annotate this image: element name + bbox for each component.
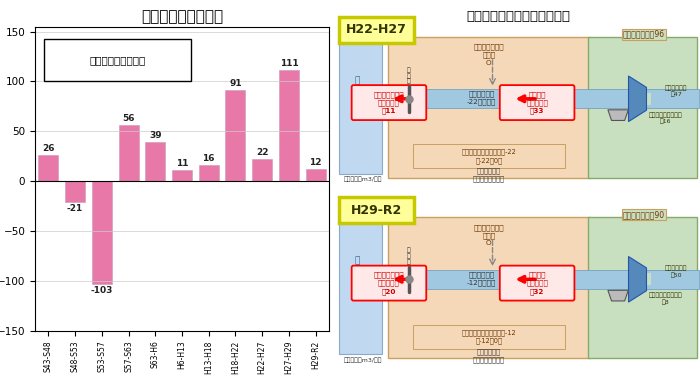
Title: 河道内の堆積土砂量: 河道内の堆積土砂量	[141, 9, 223, 24]
Text: 砂防・治山ダム捕捉
－8: 砂防・治山ダム捕捉 －8	[648, 293, 682, 305]
FancyBboxPatch shape	[377, 270, 699, 289]
Text: 杉島堰下流への
流下土砂量
＋20: 杉島堰下流への 流下土砂量 ＋20	[374, 271, 405, 295]
FancyBboxPatch shape	[413, 325, 565, 349]
Text: （河道区間：
杉島堰～上流端）: （河道区間： 杉島堰～上流端）	[473, 348, 505, 363]
Polygon shape	[629, 76, 647, 122]
Text: 杉
島
堰: 杉 島 堰	[407, 248, 411, 264]
Text: -21: -21	[67, 204, 83, 213]
Text: 11: 11	[176, 159, 188, 168]
Text: 22: 22	[256, 148, 268, 157]
FancyBboxPatch shape	[588, 217, 697, 358]
Text: 明: 明	[354, 272, 360, 281]
Text: 12: 12	[309, 158, 322, 167]
Bar	[225, 90, 246, 181]
Text: 海: 海	[354, 106, 360, 116]
Text: 土砂持出・撤削
土砂量
O: 土砂持出・撤削 土砂量 O	[474, 224, 504, 246]
Text: 砂防・治山ダム捕捉
－16: 砂防・治山ダム捕捉 －16	[648, 112, 682, 124]
FancyBboxPatch shape	[339, 197, 414, 223]
Bar	[118, 125, 139, 181]
Text: 明: 明	[354, 91, 360, 100]
Text: 河道内堆積土砂変動量：-12
（-12＋0）: 河道内堆積土砂変動量：-12 （-12＋0）	[461, 329, 517, 344]
Bar	[92, 181, 112, 284]
Bar	[199, 165, 218, 181]
FancyBboxPatch shape	[500, 266, 575, 301]
Text: 河道形状変化
-12（堆積）: 河道形状変化 -12（堆積）	[467, 271, 496, 286]
Bar	[65, 181, 85, 202]
Text: 91: 91	[229, 79, 241, 89]
FancyBboxPatch shape	[641, 274, 651, 285]
FancyBboxPatch shape	[44, 39, 191, 81]
Text: 年あたり自然変化量: 年あたり自然変化量	[89, 55, 146, 65]
Text: 111: 111	[279, 59, 298, 68]
Text: （河道区間：
杉島堰～上流端）: （河道区間： 杉島堰～上流端）	[473, 168, 505, 182]
Text: 海: 海	[354, 287, 360, 296]
Text: 生産土砂量：＋96: 生産土砂量：＋96	[622, 30, 664, 39]
Text: （単位：千m3/年）: （単位：千m3/年）	[343, 357, 382, 363]
Text: 39: 39	[149, 131, 162, 140]
Text: 56: 56	[122, 114, 135, 123]
Text: 河道への
流出土砂量
＋33: 河道への 流出土砂量 ＋33	[526, 91, 548, 114]
FancyBboxPatch shape	[339, 17, 414, 43]
FancyBboxPatch shape	[388, 217, 590, 358]
Text: 土砂持出・撤削
土砂量
O: 土砂持出・撤削 土砂量 O	[474, 44, 504, 66]
Text: 河道への
流出土砂量
＋32: 河道への 流出土砂量 ＋32	[526, 271, 548, 295]
FancyBboxPatch shape	[377, 89, 699, 108]
Polygon shape	[608, 110, 629, 120]
FancyBboxPatch shape	[377, 272, 407, 286]
Text: 河道内堆積土砂変動量：-22
（-22＋0）: 河道内堆積土砂変動量：-22 （-22＋0）	[461, 149, 517, 163]
FancyBboxPatch shape	[413, 144, 565, 168]
Bar	[306, 169, 326, 181]
Text: 有: 有	[354, 256, 360, 266]
Bar	[279, 70, 299, 181]
Text: 有: 有	[354, 76, 360, 85]
Text: 緑川ダム捕捉
－50: 緑川ダム捕捉 －50	[665, 266, 687, 278]
Text: 26: 26	[42, 144, 55, 153]
FancyBboxPatch shape	[339, 39, 382, 174]
Text: 杉
島
堰: 杉 島 堰	[407, 67, 411, 84]
FancyBboxPatch shape	[588, 37, 697, 178]
Bar	[38, 155, 58, 181]
FancyBboxPatch shape	[351, 85, 426, 120]
FancyBboxPatch shape	[388, 37, 590, 178]
Text: 生産土砂量：＋90: 生産土砂量：＋90	[622, 210, 664, 219]
Text: H29-R2: H29-R2	[351, 204, 402, 217]
FancyBboxPatch shape	[351, 266, 426, 301]
FancyBboxPatch shape	[500, 85, 575, 120]
Text: -103: -103	[90, 286, 113, 295]
Text: 杉島堰下流への
流下土砂量
＋11: 杉島堰下流への 流下土砂量 ＋11	[374, 91, 405, 114]
Polygon shape	[608, 290, 629, 301]
Text: 16: 16	[202, 154, 215, 163]
FancyBboxPatch shape	[377, 92, 407, 106]
Text: 河道形状変化
-22（堆積）: 河道形状変化 -22（堆積）	[467, 91, 496, 105]
Text: 緑川ダム捕捉
－47: 緑川ダム捕捉 －47	[665, 85, 687, 97]
Polygon shape	[629, 256, 647, 302]
Text: H22-H27: H22-H27	[346, 23, 407, 36]
Bar	[172, 170, 192, 181]
Text: 土砂収支の変遷（年平均値）: 土砂収支の変遷（年平均値）	[466, 10, 570, 22]
Text: （単位：千m3/年）: （単位：千m3/年）	[343, 177, 382, 182]
Bar	[146, 142, 165, 181]
FancyBboxPatch shape	[641, 93, 651, 104]
Bar	[252, 159, 272, 181]
FancyBboxPatch shape	[339, 220, 382, 354]
